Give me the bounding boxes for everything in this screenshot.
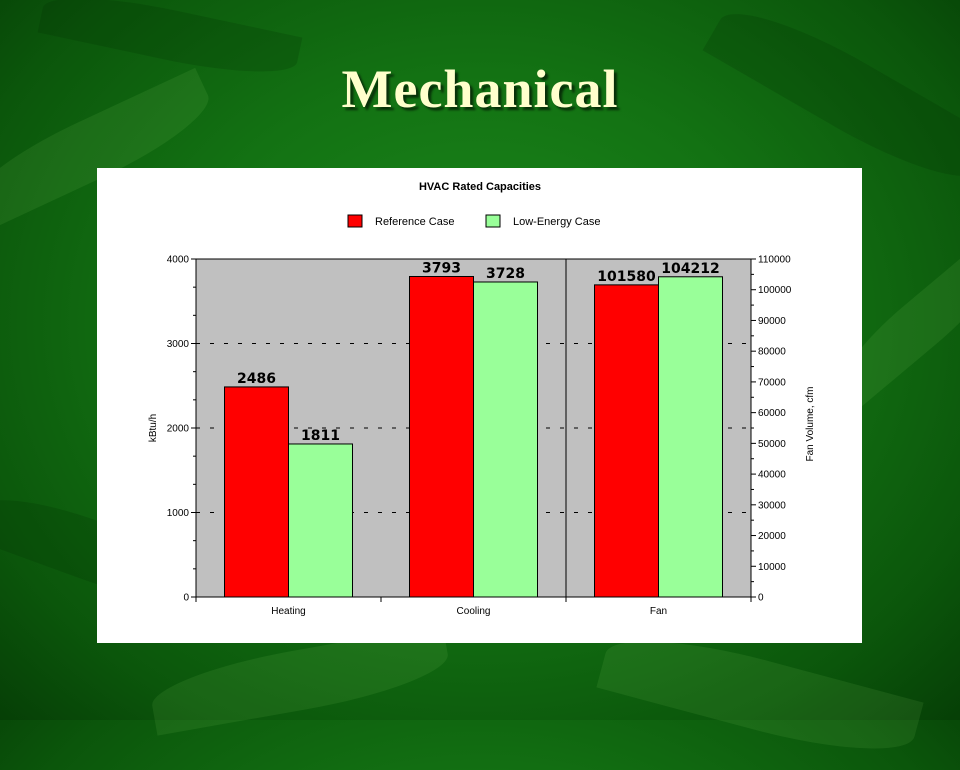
y-tick-label: 1000 xyxy=(167,508,190,519)
y-tick-label: 4000 xyxy=(167,255,190,266)
y2-tick-label: 20000 xyxy=(758,531,786,542)
y2-tick-label: 0 xyxy=(758,593,764,604)
y2-tick-label: 30000 xyxy=(758,500,786,511)
y2-tick-label: 70000 xyxy=(758,377,786,388)
bar-fan-low-energy xyxy=(658,276,723,598)
legend-label-reference: Reference Case xyxy=(375,216,455,228)
chart-panel: HVAC Rated Capacities Reference Case Low… xyxy=(97,168,862,643)
data-label: 2486 xyxy=(237,371,276,387)
data-label: 3728 xyxy=(486,266,525,282)
y2-tick-label: 40000 xyxy=(758,470,786,481)
bar-heating-low-energy xyxy=(288,443,353,598)
y-tick-label: 0 xyxy=(183,593,189,604)
y2-tick-label: 80000 xyxy=(758,347,786,358)
bar-cooling-low-energy xyxy=(473,281,538,598)
y-tick-label: 3000 xyxy=(167,339,190,350)
hvac-chart: HVAC Rated Capacities Reference Case Low… xyxy=(148,181,816,617)
y2-tick-label: 100000 xyxy=(758,285,792,296)
y-axis-left: 0 1000 2000 3000 4000 xyxy=(167,255,197,604)
value-labels: 2486 1811 3793 3728 101580 104212 xyxy=(237,260,720,443)
y2-tick-label: 60000 xyxy=(758,408,786,419)
legend-swatch-low-energy xyxy=(485,214,501,228)
x-tick-label: Fan xyxy=(650,606,667,617)
bars xyxy=(224,275,723,598)
y-axis-label: kBtu/h xyxy=(148,414,159,442)
data-label: 3793 xyxy=(422,260,461,276)
x-tick-label: Cooling xyxy=(457,606,491,617)
data-label: 101580 xyxy=(597,269,656,285)
chart-title: HVAC Rated Capacities xyxy=(419,181,541,193)
y2-tick-label: 10000 xyxy=(758,562,786,573)
y2-tick-label: 90000 xyxy=(758,316,786,327)
y2-tick-label: 110000 xyxy=(758,255,791,266)
slide-title: Mechanical xyxy=(341,59,619,119)
y-axis-right: 0 10000 20000 30000 40000 50000 60000 70000 8000… xyxy=(750,255,792,604)
data-label: 1811 xyxy=(301,428,340,444)
x-axis: Heating Cooling Fan xyxy=(195,597,752,617)
legend-label-low-energy: Low-Energy Case xyxy=(513,216,600,228)
y-tick-label: 2000 xyxy=(167,424,190,435)
data-label: 104212 xyxy=(661,261,719,277)
y2-tick-label: 50000 xyxy=(758,439,786,450)
legend-swatch-reference xyxy=(347,214,363,228)
bar-fan-reference xyxy=(594,284,659,598)
bar-heating-reference xyxy=(224,386,289,598)
y2-axis-label: Fan Volume, cfm xyxy=(805,386,816,461)
x-tick-label: Heating xyxy=(271,606,305,617)
bar-cooling-reference xyxy=(409,275,474,598)
